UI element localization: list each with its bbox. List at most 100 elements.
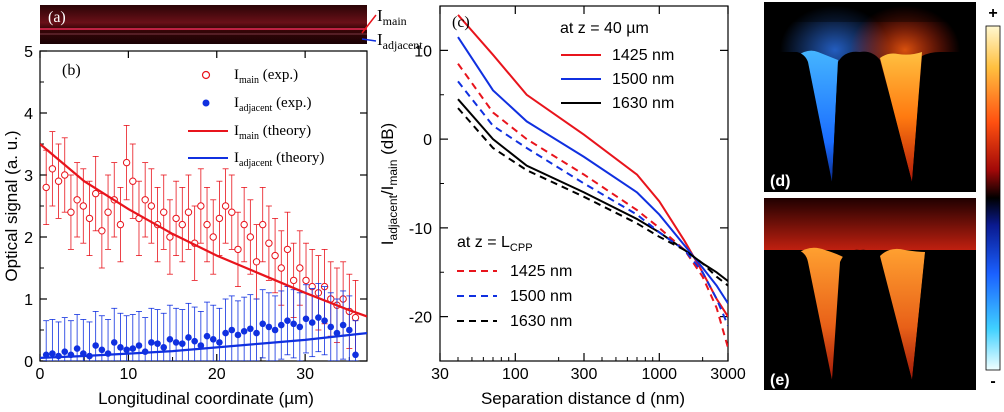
point-main-exp — [209, 233, 217, 241]
panel-e-metal-right — [912, 250, 976, 390]
point-adjacent-exp — [61, 348, 69, 356]
colorbar-gradient — [985, 25, 1001, 371]
point-adjacent-exp — [315, 314, 322, 321]
series-line-3 — [457, 63, 728, 348]
panel-d-label: (d) — [770, 173, 790, 190]
point-main-exp — [61, 171, 69, 179]
panel-c-label: (c) — [452, 14, 470, 31]
legend-item-adjacent-exp: Iadjacent (exp.) — [202, 95, 311, 114]
panel-a-label: (a) — [48, 9, 66, 26]
point-adjacent-exp — [42, 351, 50, 359]
point-adjacent-exp — [135, 342, 143, 349]
point-adjacent-exp — [308, 319, 316, 326]
legend-item-adjacent-theory: Iadjacent (theory) — [188, 150, 324, 169]
point-adjacent-exp — [228, 326, 236, 334]
point-adjacent-exp — [327, 323, 335, 331]
panel-a-strip — [40, 5, 367, 44]
panel-b-label: (b) — [62, 62, 81, 79]
legend-marker-open-circle — [201, 70, 211, 80]
point-adjacent-exp — [209, 336, 217, 343]
panel-e-right-groove — [880, 248, 925, 380]
panel-c-xtick-label: 300 — [571, 366, 598, 383]
point-main-exp — [141, 196, 149, 204]
panel-b-ytick-label: 0 — [24, 354, 33, 371]
panel-c-xtick-label: 100 — [502, 366, 529, 383]
point-adjacent-exp — [49, 350, 56, 357]
point-adjacent-exp — [117, 344, 124, 351]
point-adjacent-exp — [321, 317, 328, 325]
panel-c-ytick-label: 10 — [414, 43, 432, 60]
line-main-theory — [40, 143, 367, 318]
panel-d-top-shade — [764, 2, 976, 22]
legend-text-1425-solid: 1425 nm — [612, 47, 674, 64]
point-adjacent-exp — [290, 320, 297, 328]
point-adjacent-exp — [73, 345, 81, 352]
panel-b-legend: Imain (exp.) Iadjacent (exp.) Imain (the… — [188, 67, 324, 169]
point-adjacent-exp — [265, 323, 273, 331]
point-adjacent-exp — [110, 339, 118, 346]
panel-c-xtick-label: 30 — [431, 366, 449, 383]
panel-c-ytick-label: 0 — [423, 132, 432, 149]
point-adjacent-exp — [296, 323, 304, 331]
point-main-exp — [172, 214, 180, 223]
panel-c-ytick-label: -20 — [409, 310, 432, 327]
panel-a-adjacent-pointer — [361, 38, 377, 42]
point-adjacent-exp — [178, 340, 186, 347]
panel-b-ytick-label: 2 — [24, 230, 33, 247]
colorbar: + - — [985, 5, 1001, 390]
point-adjacent-exp — [247, 325, 254, 333]
point-adjacent-exp — [234, 331, 242, 339]
legend-text-1630-dashed: 1630 nm — [510, 313, 572, 330]
series-line-1 — [457, 36, 728, 304]
point-adjacent-exp — [92, 342, 99, 349]
point-main-exp — [79, 202, 88, 210]
point-main-exp — [166, 233, 174, 241]
point-adjacent-exp — [160, 344, 168, 351]
line-adjacent-theory — [40, 332, 367, 359]
series-line-2 — [457, 98, 728, 282]
panel-b-ytick-label: 1 — [24, 292, 33, 309]
panel-c-ylabel: Iadjacent/Imain (dB) — [378, 123, 400, 245]
point-main-exp — [116, 220, 125, 229]
legend-item-main-theory: Imain (theory) — [188, 123, 311, 142]
point-adjacent-exp — [191, 337, 198, 345]
point-main-exp — [296, 264, 304, 272]
panel-b-xtick-label: 30 — [296, 366, 314, 383]
point-main-exp — [283, 245, 292, 254]
legend-text-main-theory: Imain (theory) — [234, 123, 311, 142]
point-main-exp — [277, 264, 285, 272]
legend-text-1500-solid: 1500 nm — [612, 71, 674, 88]
point-main-exp — [289, 276, 298, 285]
panel-b-xtick-label: 0 — [36, 366, 45, 383]
panel-a-adjacent-label: Iadjacent — [377, 30, 423, 52]
panel-c-legend-solid: at z = 40 µm 1425 nm 1500 nm 1630 nm — [560, 20, 674, 112]
point-main-exp — [221, 202, 230, 210]
point-main-exp — [234, 245, 242, 254]
panel-c-legend-dashed: at z = LCPP 1425 nm 1500 nm 1630 nm — [457, 234, 572, 330]
point-main-exp — [302, 276, 310, 285]
legend-text-1500-dashed: 1500 nm — [510, 288, 572, 305]
point-adjacent-exp — [197, 342, 205, 349]
colorbar-plus: + — [988, 5, 997, 22]
panel-a-main-pointer — [361, 14, 377, 34]
panel-c-xtick-label: 3000 — [710, 366, 746, 383]
point-adjacent-exp — [271, 326, 279, 334]
legend-text-adjacent-theory: Iadjacent (theory) — [234, 150, 324, 169]
point-main-exp — [252, 258, 261, 266]
panel-b-ticks: 0 10 20 30 0 1 2 3 4 5 — [24, 44, 367, 383]
point-main-exp — [129, 177, 137, 185]
point-main-exp — [203, 220, 211, 229]
panel-b-ylabel: Optical signal (a. u.) — [2, 130, 21, 281]
panel-a: (a) Imain Iadjacent — [40, 5, 423, 52]
point-main-exp — [104, 208, 112, 216]
panel-d: (d) — [764, 2, 976, 192]
point-adjacent-exp — [98, 346, 106, 354]
point-adjacent-exp — [154, 340, 161, 347]
legend-text-main-exp: Imain (exp.) — [234, 67, 298, 86]
point-main-exp — [147, 202, 156, 210]
point-adjacent-exp — [253, 329, 260, 337]
point-main-exp — [246, 233, 255, 241]
panel-d-right-groove — [880, 52, 922, 182]
point-main-exp — [91, 189, 100, 198]
